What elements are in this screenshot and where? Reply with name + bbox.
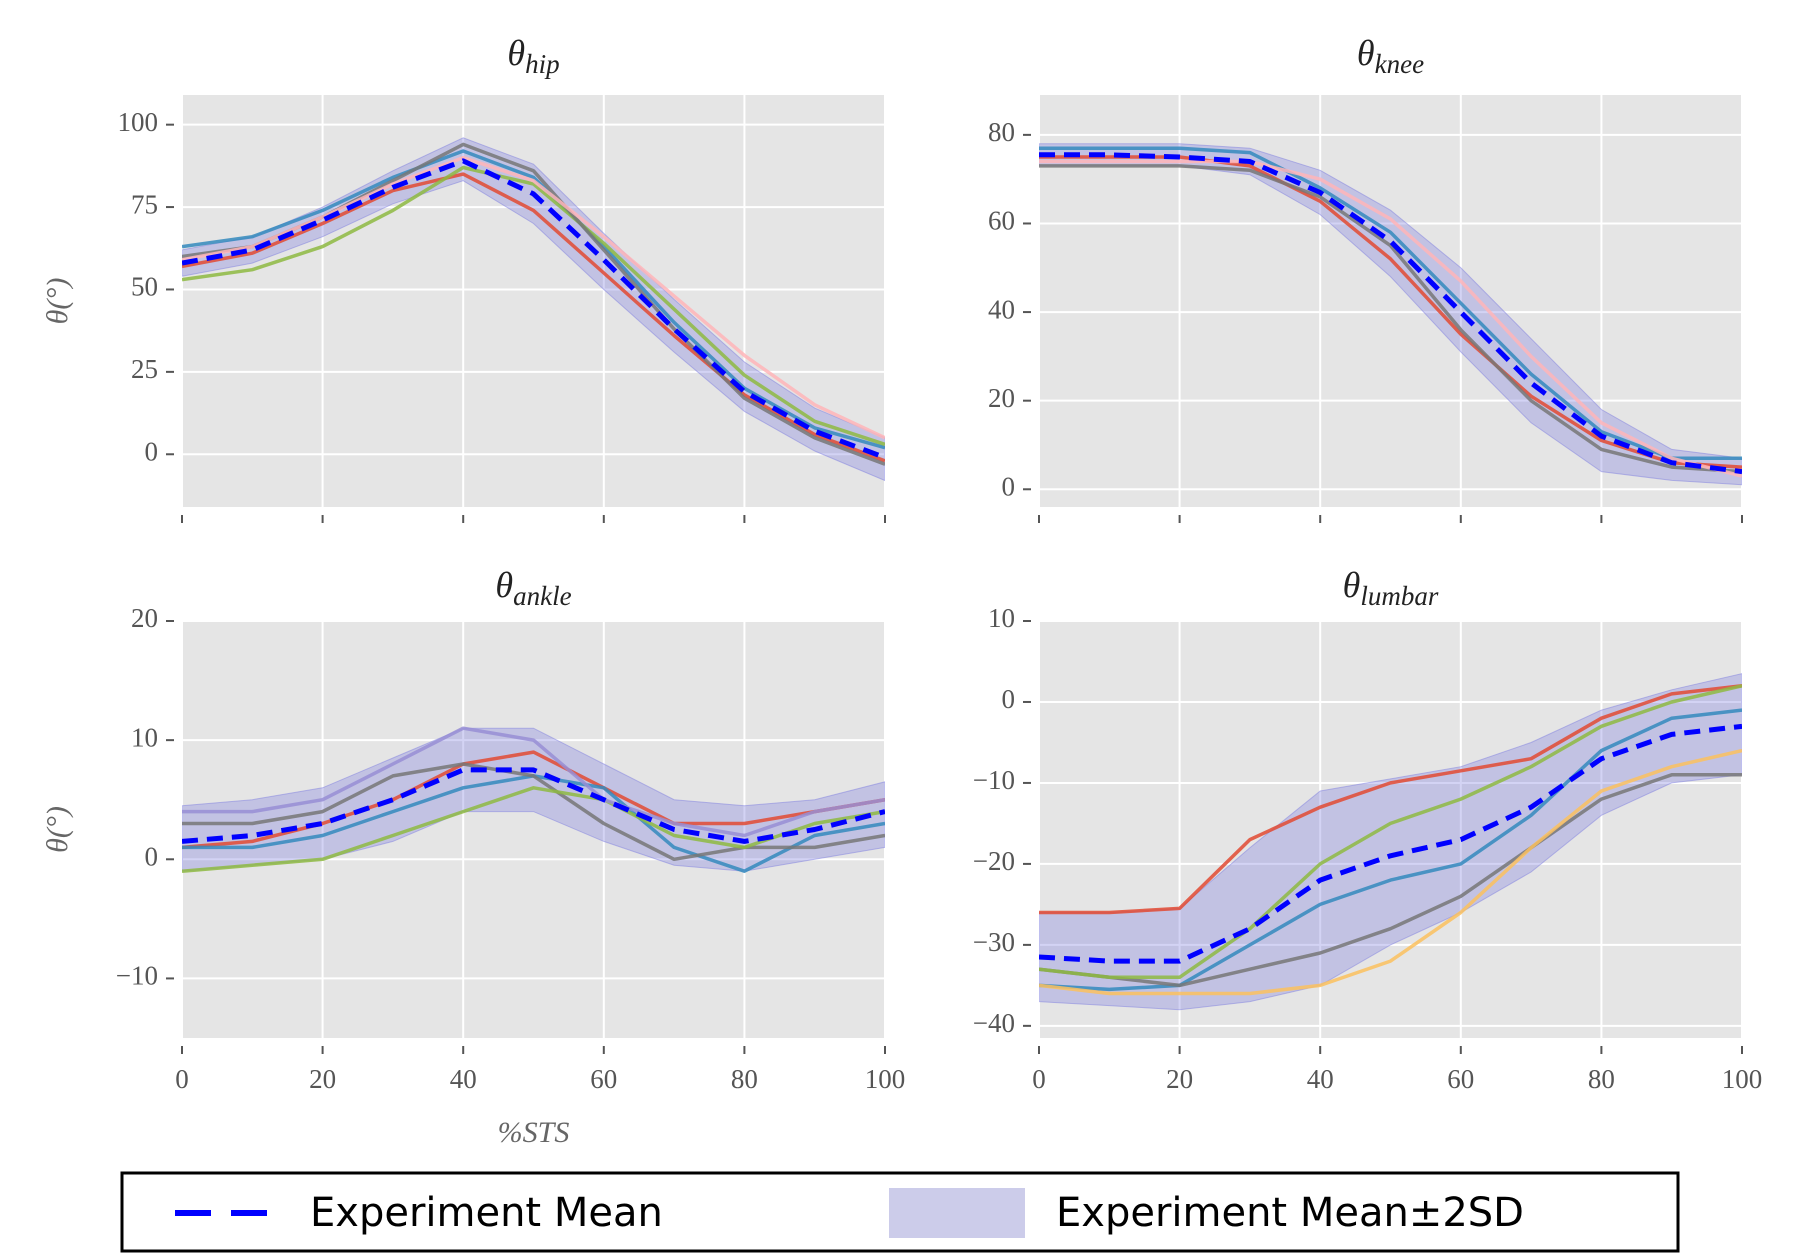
y-tick-label: 0 <box>1002 471 1016 501</box>
x-tick-label: 0 <box>175 1064 189 1094</box>
x-tick-label: 0 <box>1032 1064 1046 1094</box>
trial-line <box>1039 146 1742 461</box>
trial-line <box>182 149 885 450</box>
x-tick-label: 20 <box>309 1064 336 1094</box>
trial-line <box>1039 773 1742 988</box>
subplot-title: θankle <box>495 565 571 611</box>
series-group <box>182 137 885 482</box>
y-tick-label: 75 <box>131 189 158 219</box>
y-tick-label: −40 <box>973 1008 1015 1038</box>
trial-line <box>182 172 885 463</box>
trial-line <box>182 762 885 862</box>
trial-line <box>182 726 885 838</box>
title-symbol: θ <box>495 565 513 605</box>
x-axis-label: %STS <box>498 1116 570 1149</box>
x-tick-label: 40 <box>1307 1064 1334 1094</box>
mean-line <box>1039 152 1742 475</box>
trial-line <box>1039 684 1742 980</box>
mean-line <box>182 767 885 844</box>
x-tick-label: 80 <box>731 1064 758 1094</box>
title-subscript: lumbar <box>1360 581 1439 611</box>
sd-band <box>1039 143 1742 486</box>
title-symbol: θ <box>1343 565 1361 605</box>
trial-line <box>182 155 885 440</box>
y-axis-label: θ(°) <box>41 806 74 853</box>
y-tick-label: 0 <box>145 436 159 466</box>
legend-swatch <box>889 1188 1025 1238</box>
y-tick-label: 0 <box>145 841 159 871</box>
trial-line <box>182 165 885 447</box>
plot-area <box>182 95 885 507</box>
y-tick-label: 40 <box>988 294 1015 324</box>
y-tick-label: 80 <box>988 117 1015 147</box>
y-tick-label: −10 <box>116 961 158 991</box>
plot-area <box>1039 621 1742 1038</box>
trial-line <box>1039 708 1742 992</box>
subplot-title: θhip <box>507 33 559 79</box>
plot-area <box>1039 95 1742 507</box>
sd-band <box>1039 673 1742 1011</box>
series-group <box>1039 673 1742 1011</box>
y-tick-label: 25 <box>131 354 158 384</box>
trial-line <box>182 750 885 850</box>
mean-line <box>182 158 885 460</box>
x-tick-label: 100 <box>865 1064 906 1094</box>
x-tick-label: 100 <box>1722 1064 1763 1094</box>
subplot-title: θlumbar <box>1343 565 1439 611</box>
y-axis-label: θ(°) <box>41 278 74 325</box>
title-symbol: θ <box>507 33 525 73</box>
y-tick-label: 10 <box>131 722 158 752</box>
x-tick-label: 20 <box>1166 1064 1193 1094</box>
subplot-title: θknee <box>1357 33 1424 79</box>
y-tick-label: 50 <box>131 272 158 302</box>
trial-line <box>1039 155 1742 469</box>
trial-line <box>1039 748 1742 996</box>
y-tick-label: −30 <box>973 927 1015 957</box>
trial-line <box>1039 684 1742 915</box>
y-tick-label: 100 <box>118 107 159 137</box>
y-tick-label: 60 <box>988 206 1015 236</box>
trial-line <box>1039 164 1742 474</box>
y-tick-label: −10 <box>973 765 1015 795</box>
y-tick-label: 10 <box>988 603 1015 633</box>
trial-line <box>1039 159 1742 478</box>
sd-band <box>182 137 885 482</box>
y-tick-label: 0 <box>1002 684 1016 714</box>
series-group <box>1039 143 1742 486</box>
legend-label: Experiment Mean <box>310 1190 663 1236</box>
legend-label: Experiment Mean±2SD <box>1056 1190 1524 1236</box>
title-subscript: hip <box>525 49 560 79</box>
title-subscript: knee <box>1375 49 1424 79</box>
series-group <box>182 726 885 873</box>
y-tick-label: 20 <box>131 603 158 633</box>
title-symbol: θ <box>1357 33 1375 73</box>
mean-line <box>1039 723 1742 964</box>
x-tick-label: 40 <box>450 1064 477 1094</box>
x-tick-label: 80 <box>1588 1064 1615 1094</box>
y-tick-label: −20 <box>973 846 1015 876</box>
x-tick-label: 60 <box>590 1064 617 1094</box>
title-subscript: ankle <box>513 581 571 611</box>
y-tick-label: 20 <box>988 383 1015 413</box>
x-tick-label: 60 <box>1447 1064 1474 1094</box>
